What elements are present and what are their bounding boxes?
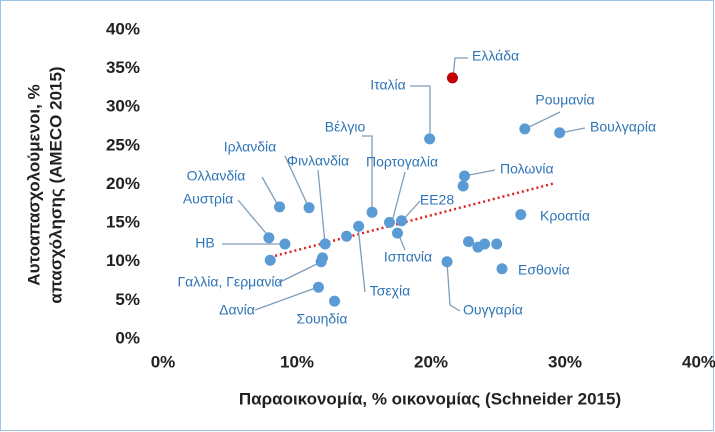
x-tick-label: 40% bbox=[682, 352, 715, 371]
point-label: ΕΕ28 bbox=[420, 192, 454, 208]
x-tick-label: 20% bbox=[414, 352, 448, 371]
leader-line bbox=[391, 171, 406, 223]
point-label: Ελλάδα bbox=[472, 48, 519, 64]
point bbox=[457, 180, 469, 192]
point-label: ΗΒ bbox=[195, 235, 214, 251]
point bbox=[263, 232, 275, 244]
leader-line bbox=[254, 286, 319, 311]
y-tick-label: 10% bbox=[106, 251, 140, 270]
point-label: Ισπανία bbox=[384, 249, 432, 265]
point bbox=[459, 170, 470, 182]
point-label: Δανία bbox=[219, 302, 255, 318]
point-label: Βουλγαρία bbox=[590, 119, 656, 135]
point bbox=[315, 256, 327, 268]
x-axis-title: Παραοικονομία, % οικονομίας (Schneider 2… bbox=[239, 389, 621, 408]
point bbox=[446, 72, 458, 84]
y-axis-title: Αυτοαπασχολούμενοι, % απασχόλησης (AMECO… bbox=[24, 66, 65, 303]
point bbox=[491, 238, 503, 250]
point bbox=[392, 227, 403, 239]
point-label: Εσθονία bbox=[518, 262, 570, 278]
point bbox=[303, 202, 315, 214]
leader-line bbox=[357, 225, 366, 293]
y-tick-label: 35% bbox=[106, 58, 140, 77]
point-label: Πορτογαλία bbox=[366, 154, 438, 170]
point bbox=[329, 295, 341, 307]
leader-line bbox=[277, 261, 322, 284]
point-label: Ρουμανία bbox=[535, 92, 594, 108]
point-label: Πολωνία bbox=[500, 161, 554, 177]
x-tick-label: 0% bbox=[151, 352, 176, 371]
x-tick-label: 30% bbox=[548, 352, 582, 371]
point bbox=[264, 254, 276, 266]
point-label: Ιρλανδία bbox=[224, 139, 276, 155]
point-label: Γαλλία, Γερμανία bbox=[177, 274, 282, 290]
y-axis-title-line: απασχόλησης (AMECO 2015) bbox=[46, 66, 65, 303]
point-label: Βέλγιο bbox=[325, 119, 366, 135]
leader-line bbox=[317, 169, 326, 245]
leader-line bbox=[452, 57, 468, 79]
point bbox=[519, 123, 531, 135]
leader-line bbox=[362, 135, 373, 212]
y-axis-title-line: Αυτοαπασχολούμενοι, % bbox=[24, 84, 43, 285]
leader-line bbox=[284, 155, 310, 209]
leader-line bbox=[524, 111, 561, 130]
point bbox=[479, 238, 491, 250]
y-tick-label: 30% bbox=[106, 97, 140, 116]
y-tick-label: 40% bbox=[106, 19, 140, 38]
point bbox=[319, 238, 331, 250]
point bbox=[463, 236, 475, 248]
y-tick-label: 15% bbox=[106, 213, 140, 232]
point-label: Ολλανδία bbox=[187, 168, 246, 184]
point bbox=[279, 238, 291, 250]
point bbox=[383, 216, 395, 228]
point bbox=[396, 215, 408, 227]
x-tick-label: 10% bbox=[280, 352, 314, 371]
point bbox=[312, 281, 324, 293]
point bbox=[366, 206, 378, 218]
point-label: Ιταλία bbox=[370, 77, 406, 93]
point bbox=[341, 230, 353, 242]
leader-line bbox=[261, 176, 280, 208]
point-label: Ουγγαρία bbox=[463, 302, 523, 318]
y-tick-label: 20% bbox=[106, 174, 140, 193]
leader-line bbox=[446, 261, 461, 312]
point-label: Αυστρία bbox=[183, 191, 233, 207]
point bbox=[441, 256, 453, 268]
leader-line bbox=[410, 85, 431, 139]
point bbox=[353, 220, 365, 232]
point-label: Φινλανδία bbox=[287, 153, 349, 169]
point-label: Σουηδία bbox=[297, 311, 348, 327]
point bbox=[496, 263, 508, 275]
leader-line bbox=[237, 199, 271, 239]
point bbox=[554, 127, 566, 139]
point bbox=[515, 209, 527, 221]
trend-line bbox=[269, 181, 556, 259]
y-tick-label: 0% bbox=[115, 328, 140, 347]
point bbox=[274, 201, 286, 213]
point-label: Τσεχία bbox=[370, 283, 410, 299]
y-tick-label: 5% bbox=[115, 290, 140, 309]
y-tick-label: 25% bbox=[106, 135, 140, 154]
point-label: Κροατία bbox=[540, 208, 590, 224]
point bbox=[424, 133, 436, 145]
